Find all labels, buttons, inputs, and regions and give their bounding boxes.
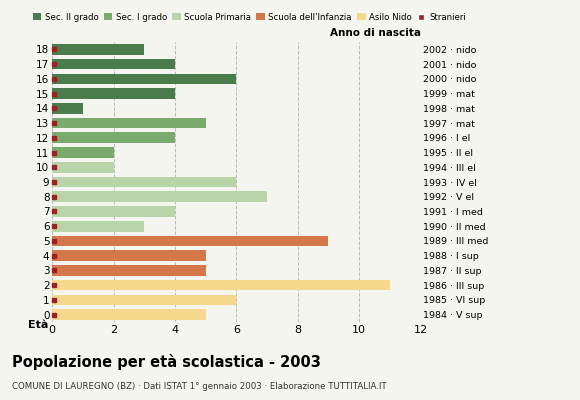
Bar [52,88,175,99]
Bar [52,132,175,143]
Bar [52,265,206,276]
Legend: Sec. II grado, Sec. I grado, Scuola Primaria, Scuola dell'Infanzia, Asilo Nido, : Sec. II grado, Sec. I grado, Scuola Prim… [32,13,466,22]
Bar [52,59,175,70]
Text: COMUNE DI LAUREGNO (BZ) · Dati ISTAT 1° gennaio 2003 · Elaborazione TUTTITALIA.I: COMUNE DI LAUREGNO (BZ) · Dati ISTAT 1° … [12,382,386,391]
Bar [52,147,114,158]
Bar [52,236,328,246]
Bar [52,309,206,320]
Bar [52,162,114,172]
Bar [52,118,206,128]
Bar [52,294,237,305]
Bar [52,221,144,232]
Text: Età: Età [28,320,49,330]
Text: Popolazione per età scolastica - 2003: Popolazione per età scolastica - 2003 [12,354,321,370]
Bar [52,103,83,114]
Bar [52,74,237,84]
Bar [52,192,267,202]
Bar [52,44,144,55]
Bar [52,177,237,187]
Bar [52,280,390,290]
Bar [52,250,206,261]
Text: Anno di nascita: Anno di nascita [329,28,420,38]
Bar [52,206,175,217]
